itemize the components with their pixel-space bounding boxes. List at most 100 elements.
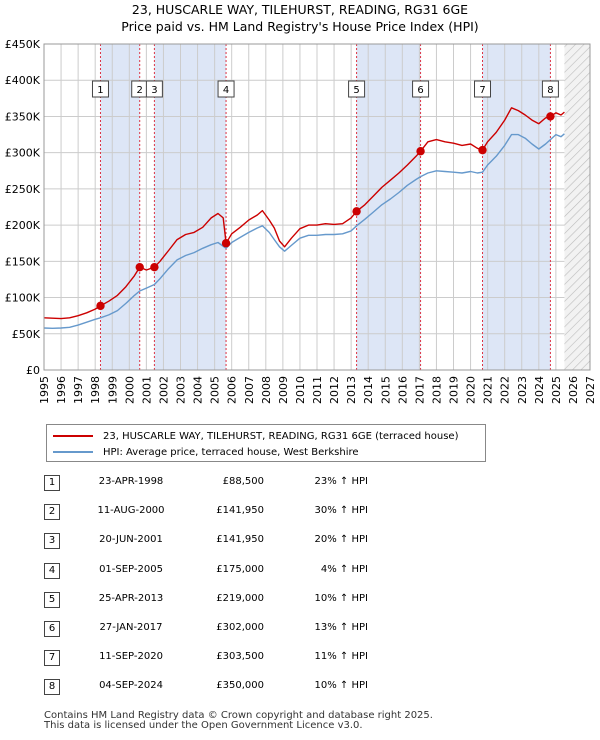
x-tick-label: 2014 [362,376,375,404]
sale-point [352,207,361,216]
x-tick-label: 2026 [567,376,580,404]
sale-price: £88,500 [222,476,264,487]
legend-swatch-property [53,435,93,437]
sale-number: 5 [44,591,60,608]
x-tick-label: 1997 [72,376,85,404]
sale-marker-box [348,80,366,98]
x-tick-label: 2013 [345,376,358,404]
x-tick-label: 2020 [465,376,478,404]
x-tick-label: 2002 [157,376,170,404]
y-tick-label: £0 [26,364,40,377]
ownership-band [154,44,227,370]
sale-date: 04-SEP-2024 [99,680,163,692]
sale-hpi-change: 10% ↑ HPI [314,592,368,604]
sale-price: £175,000 [216,563,264,575]
x-tick-label: 2010 [294,376,307,404]
sale-number: 7 [44,650,60,667]
sale-date: 23-APR-1998 [98,476,164,487]
x-tick-label: 2005 [209,376,222,404]
x-tick-label: 2012 [328,376,341,404]
sale-marker-box [217,80,235,98]
sale-number: 3 [44,533,60,550]
sale-marker-label: 2 [137,85,143,96]
footer-copyright: Contains HM Land Registry data © Crown c… [44,710,433,721]
sale-date: 27-JAN-2017 [99,621,163,633]
sale-date: 11-SEP-2020 [99,651,163,663]
sale-date: 01-SEP-2005 [99,563,163,575]
ownership-band [356,44,421,370]
ownership-band [482,44,551,370]
sale-point [546,112,555,121]
sale-hpi-change: 4% ↑ HPI [320,563,368,575]
sale-number: 2 [44,504,60,521]
sale-number: 8 [44,679,60,696]
sale-marker-box [145,80,163,98]
sale-marker-label: 7 [479,85,485,96]
x-tick-label: 2016 [396,376,409,404]
x-tick-label: 2025 [550,376,563,404]
y-tick-label: £100K [5,292,41,305]
sale-point [135,262,144,272]
sale-point [478,145,487,155]
x-tick-label: 2022 [499,376,512,404]
sale-marker-label: 3 [151,85,157,96]
legend-item-property: 23, HUSCARLE WAY, TILEHURST, READING, RG… [53,429,458,443]
sale-marker-box [91,80,109,98]
sale-price: £302,000 [216,621,264,633]
sale-hpi-change: 20% ↑ HPI [314,534,368,546]
sale-date: 11-AUG-2000 [97,505,165,517]
x-tick-label: 2008 [260,376,273,404]
x-tick-label: 2017 [413,376,426,404]
sale-marker-box [541,80,559,98]
sale-number: 6 [44,620,60,637]
x-tick-label: 2000 [123,376,136,404]
y-tick-label: £50K [12,328,41,341]
sale-point [221,239,231,248]
y-tick-label: £250K [5,183,41,196]
legend-label-property: 23, HUSCARLE WAY, TILEHURST, READING, RG… [103,430,459,442]
sale-marker-label: 8 [547,85,553,96]
hpi-line [43,133,565,329]
sale-date: 25-APR-2013 [98,592,164,604]
x-tick-label: 2006 [226,376,239,404]
footer-licence: This data is licensed under the Open Gov… [44,720,363,731]
sale-marker-label: 4 [223,85,229,96]
sale-marker-label: 6 [417,85,423,96]
sale-marker-label: 1 [97,85,103,96]
sale-price: £141,950 [216,534,264,546]
sale-hpi-change: 23% ↑ HPI [314,476,368,487]
y-tick-label: £450K [5,38,41,51]
x-tick-label: 2019 [448,376,461,404]
y-tick-label: £300K [5,147,41,160]
x-tick-label: 2015 [379,376,392,404]
x-tick-label: 2027 [584,376,597,404]
forecast-region [564,44,590,370]
plot-frame [43,43,591,371]
sale-hpi-change: 13% ↑ HPI [314,621,368,633]
sale-date: 20-JUN-2001 [99,534,163,546]
sale-price: £141,950 [216,505,264,517]
chart-subtitle: Price paid vs. HM Land Registry's House … [121,19,479,34]
legend-item-hpi: HPI: Average price, terraced house, West… [53,445,359,459]
x-tick-label: 2003 [175,376,188,404]
y-tick-label: £150K [5,255,41,268]
sale-price: £350,000 [216,680,264,692]
sale-hpi-change: 11% ↑ HPI [314,651,368,663]
chart-legend: 23, HUSCARLE WAY, TILEHURST, READING, RG… [46,424,486,462]
x-tick-label: 2004 [192,376,205,404]
y-tick-label: £400K [5,74,41,87]
chart-title: 23, HUSCARLE WAY, TILEHURST, READING, RG… [131,2,469,17]
sale-number: 4 [44,562,60,579]
sale-marker-box [412,80,430,98]
sale-point [416,147,425,156]
x-tick-label: 1995 [38,376,51,404]
sale-price: £219,000 [216,592,264,604]
x-tick-label: 1999 [106,376,119,404]
y-tick-label: £200K [5,219,41,232]
sale-marker-box [474,80,492,98]
x-tick-label: 2011 [311,376,324,404]
x-tick-label: 2024 [533,376,546,404]
legend-swatch-hpi [53,451,93,453]
sale-hpi-change: 30% ↑ HPI [314,505,368,517]
